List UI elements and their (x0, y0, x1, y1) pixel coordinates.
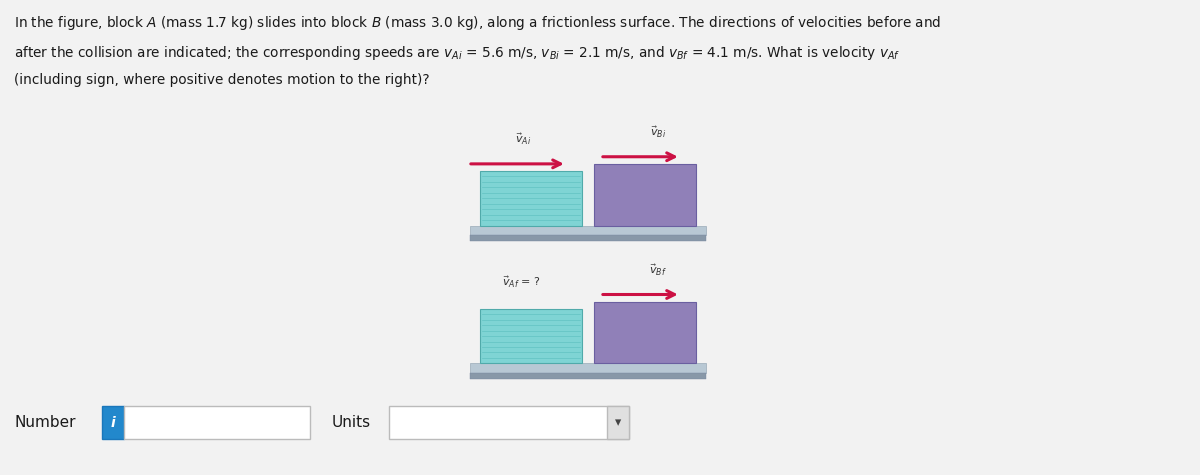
Text: $\vec{v}_{Bf}$: $\vec{v}_{Bf}$ (649, 262, 667, 278)
Bar (470, 363, 706, 373)
Bar (607, 406, 629, 439)
Bar (470, 226, 706, 235)
Bar (389, 406, 629, 439)
Text: In the figure, block $A$ (mass 1.7 kg) slides into block $B$ (mass 3.0 kg), alon: In the figure, block $A$ (mass 1.7 kg) s… (14, 14, 942, 32)
Bar (480, 171, 582, 226)
Bar (470, 373, 706, 379)
Text: ▾: ▾ (614, 416, 622, 429)
Bar (470, 235, 706, 241)
Bar (124, 406, 310, 439)
Text: after the collision are indicated; the corresponding speeds are $v_{Ai}$ = 5.6 m: after the collision are indicated; the c… (14, 44, 901, 62)
Text: $\vec{v}_{Ai}$: $\vec{v}_{Ai}$ (515, 132, 532, 147)
Text: $\vec{v}_{Bi}$: $\vec{v}_{Bi}$ (650, 124, 666, 140)
Text: $\vec{v}_{Af}$ = ?: $\vec{v}_{Af}$ = ? (502, 274, 540, 290)
Text: Number: Number (14, 415, 76, 430)
Bar (594, 302, 696, 363)
Text: Units: Units (331, 415, 371, 430)
Bar (102, 406, 124, 439)
Text: (including sign, where positive denotes motion to the right)?: (including sign, where positive denotes … (14, 73, 430, 87)
Bar (480, 309, 582, 363)
Text: i: i (110, 416, 115, 430)
Bar (594, 164, 696, 226)
